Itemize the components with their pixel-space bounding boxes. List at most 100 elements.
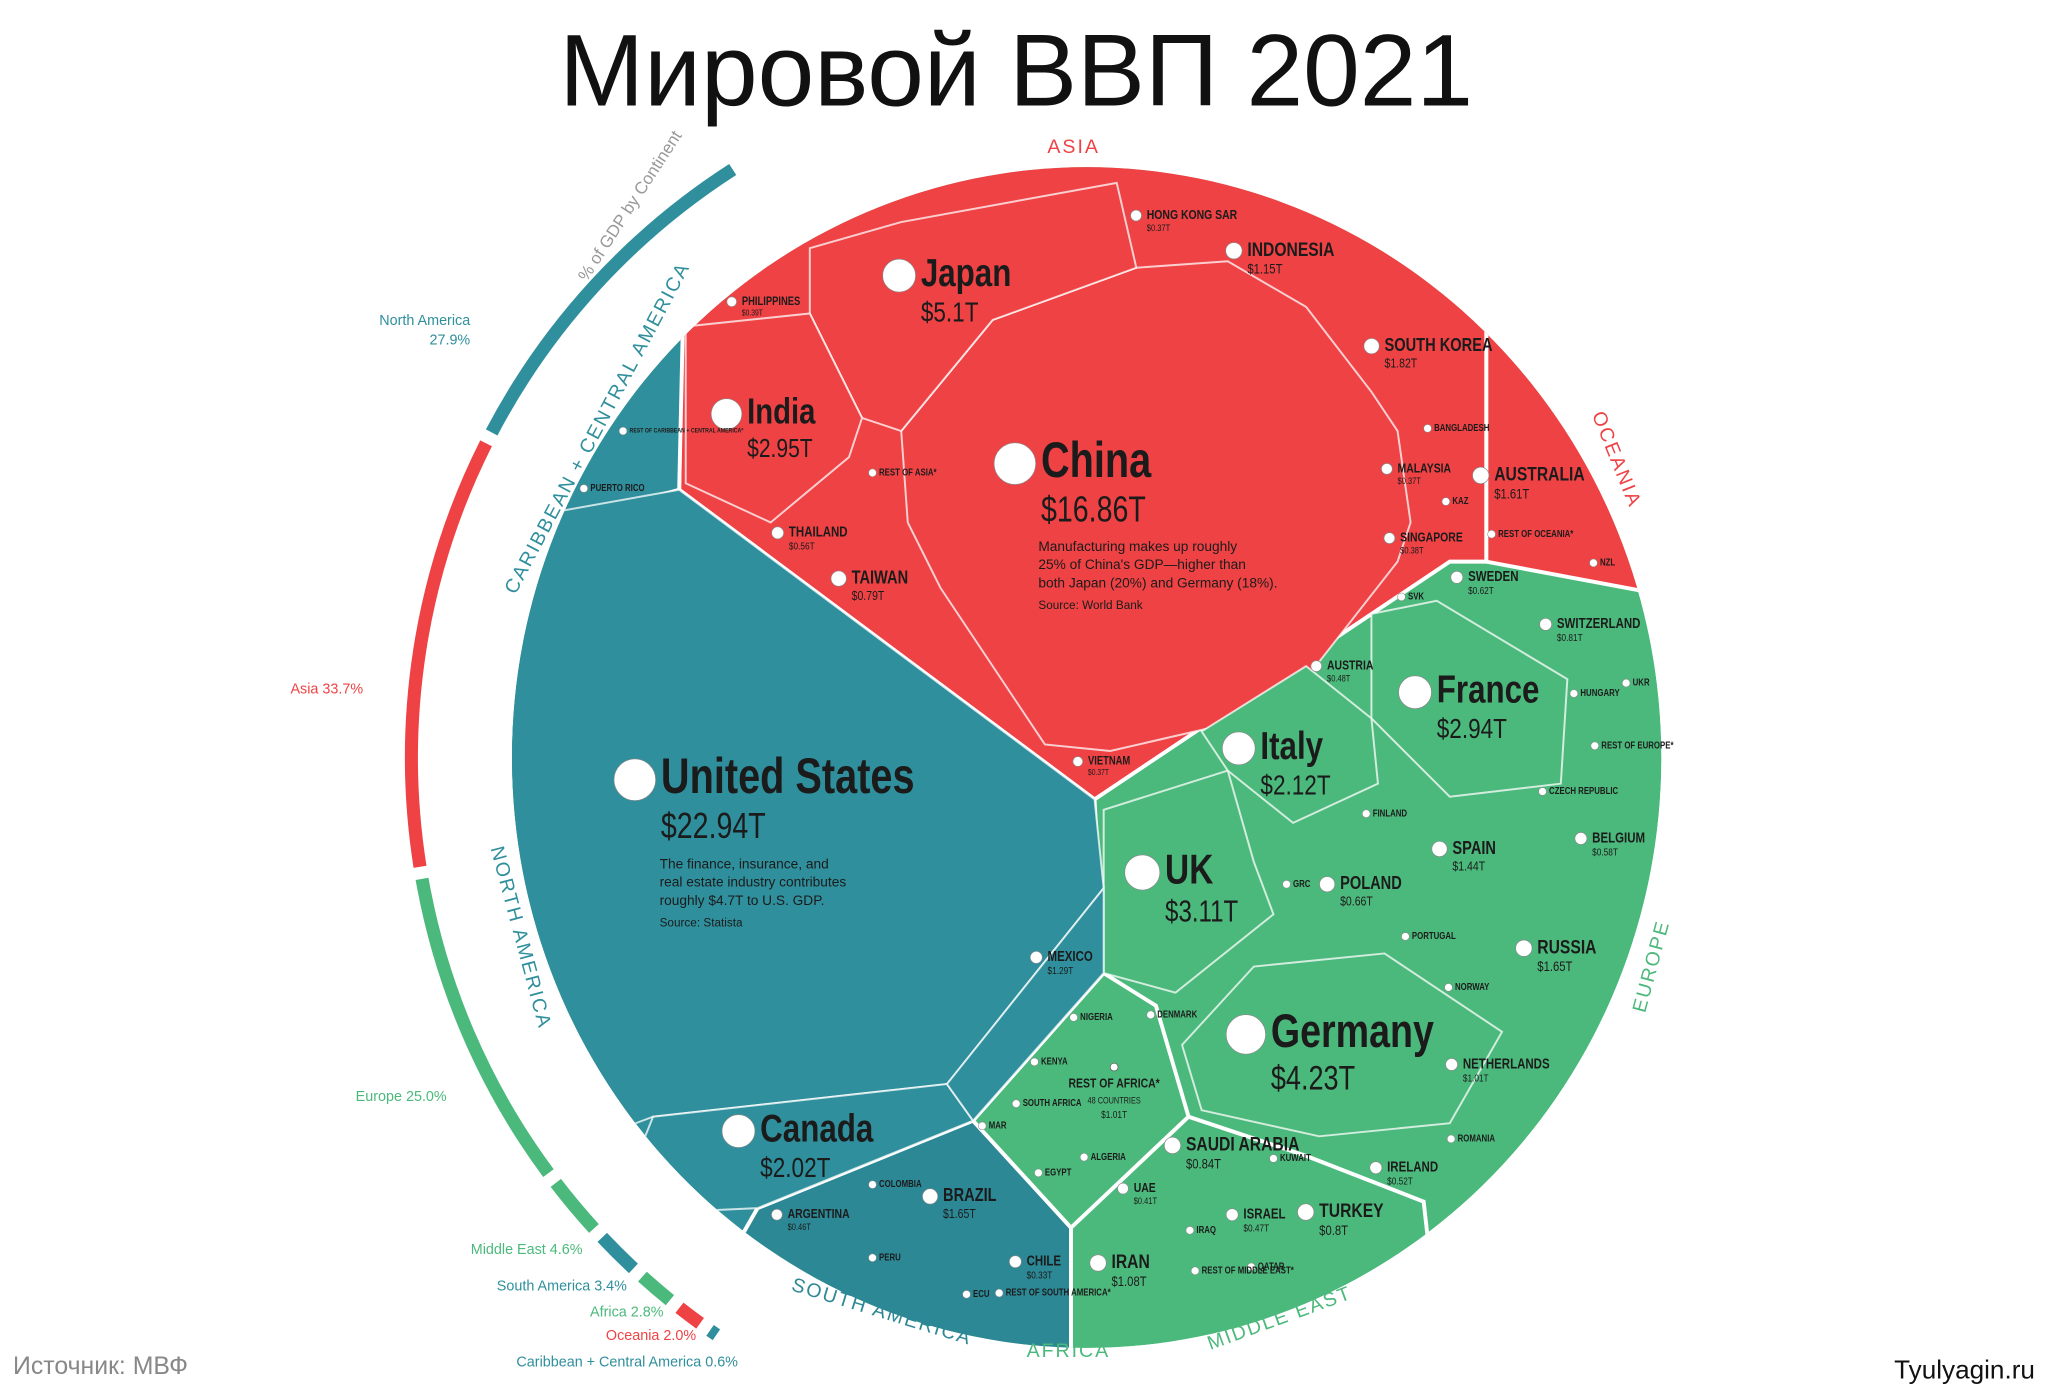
country-value: $1.08T bbox=[1112, 1273, 1147, 1290]
flag bbox=[1034, 1168, 1043, 1178]
flag bbox=[771, 1208, 783, 1221]
flag bbox=[1079, 1153, 1089, 1162]
share-arc bbox=[638, 1271, 675, 1306]
country-cell bbox=[1200, 664, 1379, 824]
flag bbox=[1362, 809, 1371, 818]
minor-label: COLOMBIA bbox=[879, 1178, 922, 1189]
country-name: India bbox=[747, 392, 816, 433]
country-value: $1.01T bbox=[1463, 1072, 1489, 1083]
flag bbox=[868, 1180, 877, 1189]
country-name: VIETNAM bbox=[1088, 755, 1130, 768]
minor-label: REST OF SOUTH AMERICA* bbox=[1006, 1287, 1111, 1298]
country-name: SPAIN bbox=[1452, 837, 1496, 858]
flag bbox=[1130, 209, 1142, 222]
country-value: $5.1T bbox=[921, 297, 979, 328]
share-value: 0.6% bbox=[705, 1354, 738, 1370]
country-value: $0.62T bbox=[1468, 585, 1494, 596]
share-name: Asia bbox=[290, 681, 318, 697]
country-name: CHILE bbox=[1027, 1252, 1062, 1269]
country-name: BELGIUM bbox=[1592, 829, 1645, 846]
country-value: $2.95T bbox=[747, 434, 813, 464]
share-arc bbox=[675, 1302, 704, 1329]
country-name: AUSTRALIA bbox=[1494, 463, 1585, 485]
share-arc bbox=[597, 1232, 638, 1274]
minor-label: ECU bbox=[973, 1288, 990, 1299]
country-name: BRAZIL bbox=[943, 1185, 997, 1206]
minor-label: DENMARK bbox=[1157, 1009, 1198, 1020]
flag bbox=[1423, 424, 1432, 433]
minor-label: GRC bbox=[1293, 878, 1311, 889]
flag bbox=[721, 1114, 756, 1148]
country-name: HONG KONG SAR bbox=[1147, 207, 1238, 222]
country-value: $0.84T bbox=[1186, 1155, 1221, 1172]
flag bbox=[1185, 1226, 1195, 1235]
country-value: $3.11T bbox=[1165, 894, 1238, 928]
country-name: NETHERLANDS bbox=[1463, 1055, 1550, 1072]
country-name: SWEDEN bbox=[1468, 568, 1518, 585]
minor-label: PERU bbox=[879, 1252, 901, 1263]
flag bbox=[1381, 463, 1393, 475]
country-value: $0.79T bbox=[852, 588, 885, 603]
minor-label: PORTUGAL bbox=[1412, 930, 1456, 941]
flag bbox=[1089, 1254, 1107, 1272]
country-value: $0.47T bbox=[1243, 1223, 1269, 1234]
flag bbox=[1319, 876, 1336, 893]
annotation: both Japan (20%) and Germany (18%). bbox=[1038, 575, 1277, 590]
share-label: Middle East 4.6% bbox=[471, 1242, 583, 1258]
country-value: $0.52T bbox=[1387, 1176, 1413, 1187]
flag bbox=[1225, 242, 1243, 260]
flag bbox=[1569, 689, 1579, 698]
annotation: Manufacturing makes up roughly bbox=[1038, 539, 1237, 554]
treemap bbox=[512, 167, 1662, 1348]
country-cell bbox=[1180, 952, 1504, 1138]
flag bbox=[1008, 1255, 1022, 1269]
share-value: 27.9% bbox=[429, 333, 470, 349]
country-name: SINGAPORE bbox=[1400, 529, 1463, 544]
flag bbox=[1225, 1208, 1239, 1222]
country-cell bbox=[684, 312, 864, 524]
country-value: $1.15T bbox=[1247, 260, 1282, 277]
flag bbox=[771, 526, 785, 540]
minor-label: REST OF CARIBBEAN + CENTRAL AMERICA* bbox=[630, 428, 744, 435]
minor-label: SVK bbox=[1408, 591, 1425, 602]
share-name: Oceania bbox=[606, 1328, 659, 1344]
country-name: ISRAEL bbox=[1243, 1205, 1285, 1222]
flag bbox=[1221, 731, 1256, 766]
flag bbox=[1011, 1099, 1021, 1108]
annotation: The finance, insurance, and bbox=[660, 856, 829, 871]
flag bbox=[1401, 932, 1410, 941]
flag bbox=[1072, 756, 1084, 767]
flag bbox=[1383, 532, 1396, 544]
minor-label: HUNGARY bbox=[1580, 687, 1619, 698]
country-name: Japan bbox=[921, 251, 1012, 295]
minor-label: NIGERIA bbox=[1080, 1011, 1113, 1022]
country-name: SWITZERLAND bbox=[1557, 615, 1641, 632]
share-arc bbox=[415, 877, 554, 1178]
country-name: INDONESIA bbox=[1247, 238, 1334, 260]
flag bbox=[1124, 854, 1161, 891]
country-value: $1.65T bbox=[943, 1206, 976, 1221]
flag bbox=[710, 398, 743, 430]
arc-title: % of GDP by Continent bbox=[574, 127, 685, 284]
share-name: North America bbox=[379, 313, 470, 329]
region-label: ASIA bbox=[1047, 136, 1099, 158]
country-value: $2.02T bbox=[760, 1153, 831, 1184]
country-value: $0.48T bbox=[1327, 673, 1350, 684]
country-marker bbox=[1109, 1062, 1119, 1072]
flag bbox=[1190, 1266, 1200, 1276]
share-name: Caribbean + Central America bbox=[516, 1354, 701, 1370]
country-name: Italy bbox=[1260, 723, 1323, 767]
country-name: Canada bbox=[760, 1106, 873, 1150]
country-value: $0.41T bbox=[1134, 1195, 1157, 1206]
country-value: $1.65T bbox=[1537, 958, 1572, 975]
country-value: $0.46T bbox=[788, 1221, 811, 1232]
country-name: ARGENTINA bbox=[788, 1206, 850, 1221]
flag bbox=[618, 426, 628, 436]
region bbox=[1484, 167, 1662, 601]
minor-label: ALGERIA bbox=[1091, 1151, 1127, 1162]
flag bbox=[1431, 840, 1448, 857]
country-name: REST OF AFRICA* bbox=[1069, 1075, 1161, 1090]
flag bbox=[868, 468, 877, 477]
flag bbox=[1538, 787, 1547, 796]
country-value: $16.86T bbox=[1041, 490, 1146, 530]
